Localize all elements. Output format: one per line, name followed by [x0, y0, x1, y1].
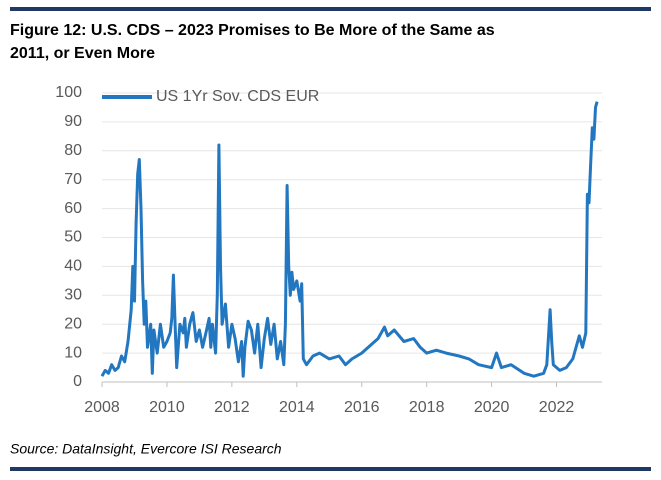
y-tick-label: 100: [55, 84, 82, 101]
legend-label: US 1Yr Sov. CDS EUR: [156, 88, 319, 105]
y-tick-label: 60: [64, 200, 82, 217]
y-tick-label: 40: [64, 258, 82, 275]
x-tick-label: 2018: [409, 399, 445, 416]
x-tick-label: 2010: [149, 399, 185, 416]
y-tick-label: 80: [64, 142, 82, 159]
top-rule: [10, 7, 651, 11]
y-tick-label: 90: [64, 113, 82, 130]
x-tick-label: 2012: [214, 399, 250, 416]
chart-title-line2: 2011, or Even More: [10, 45, 155, 62]
chart-title: Figure 12: U.S. CDS – 2023 Promises to B…: [10, 22, 495, 39]
data-line: [100, 101, 599, 378]
source-note: Source: DataInsight, Evercore ISI Resear…: [10, 441, 282, 457]
x-tick-label: 2008: [84, 399, 120, 416]
x-tick-label: 2014: [279, 399, 315, 416]
bottom-rule: [10, 467, 651, 471]
x-tick-label: 2020: [474, 399, 510, 416]
y-tick-label: 20: [64, 315, 82, 332]
y-tick-label: 50: [64, 229, 82, 246]
y-tick-label: 70: [64, 171, 82, 188]
x-tick-label: 2022: [539, 399, 575, 416]
x-tick-label: 2016: [344, 399, 380, 416]
y-tick-label: 30: [64, 287, 82, 304]
y-tick-label: 10: [64, 344, 82, 361]
y-tick-label: 0: [73, 373, 82, 390]
